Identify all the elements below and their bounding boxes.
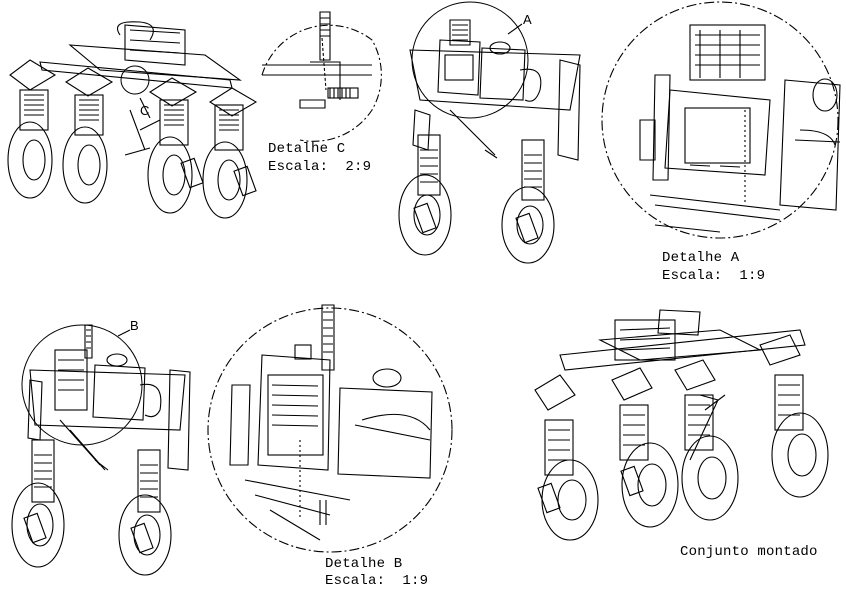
- callout-c: C: [140, 103, 150, 118]
- detail-c-scale: Escala: 2:9: [268, 159, 372, 175]
- view-bottom-right-assembly: [534, 309, 829, 541]
- wheel-br-3: [674, 359, 739, 521]
- callout-a: A: [523, 12, 532, 27]
- wheel-br-2: [611, 367, 679, 528]
- wheel-br-1: [534, 374, 599, 541]
- detail-b-title: Detalhe B: [325, 556, 403, 572]
- assembly-title: Conjunto montado: [680, 544, 818, 560]
- wheel-4: [202, 87, 258, 219]
- wheel-1: [7, 59, 57, 199]
- detail-a-scale: Escala: 1:9: [662, 268, 766, 284]
- view-top-center-assembly: [398, 1, 581, 264]
- wheel-3: [147, 77, 204, 214]
- wheel-br-4: [759, 334, 829, 498]
- view-detail-b: [207, 304, 453, 553]
- detail-c-marker: [120, 65, 150, 95]
- view-top-left-assembly: [7, 21, 258, 219]
- view-detail-c: [261, 11, 382, 142]
- callout-b: B: [130, 318, 139, 333]
- detail-a-title: Detalhe A: [662, 250, 740, 266]
- detail-b-scale: Escala: 1:9: [325, 573, 429, 589]
- view-detail-a: [601, 1, 841, 239]
- detail-c-title: Detalhe C: [268, 141, 346, 157]
- wheel-2: [62, 67, 114, 204]
- view-bottom-left-assembly: [11, 324, 191, 576]
